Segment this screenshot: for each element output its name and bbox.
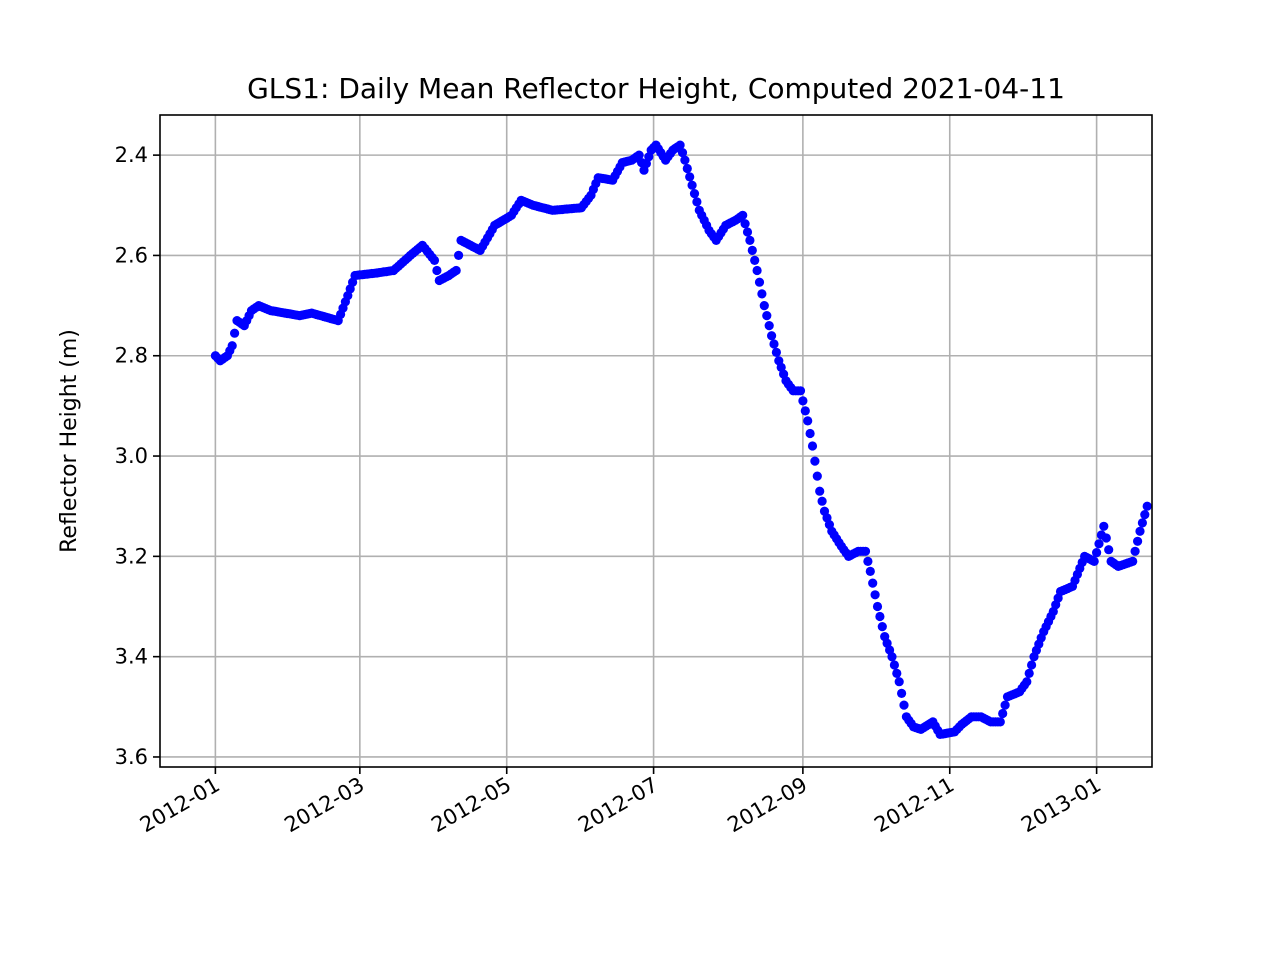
- data-point: [803, 416, 813, 426]
- data-point: [771, 347, 782, 357]
- data-point: [1099, 521, 1109, 531]
- data-point: [745, 235, 755, 245]
- y-tick-label: 2.4: [115, 143, 148, 167]
- data-point: [1000, 700, 1010, 710]
- y-tick-label: 2.8: [115, 344, 148, 368]
- x-axis: 2012-01 2012-03 2012-05 2012-07 2012-09 2012-…: [136, 767, 1105, 837]
- data-points: [210, 140, 1152, 740]
- data-point: [860, 546, 871, 556]
- data-point: [762, 311, 772, 321]
- data-point: [692, 197, 702, 207]
- data-point: [805, 428, 815, 439]
- data-point: [1092, 548, 1102, 558]
- data-point: [889, 660, 900, 670]
- data-point: [894, 677, 904, 687]
- data-point: [899, 700, 909, 710]
- data-point: [227, 341, 237, 351]
- data-point: [877, 622, 887, 632]
- data-point: [872, 601, 883, 612]
- data-point: [1104, 545, 1114, 555]
- data-point: [740, 219, 750, 229]
- data-point: [995, 717, 1005, 727]
- x-tick-label: 2012-01: [136, 773, 224, 838]
- data-point: [1022, 677, 1032, 687]
- data-point: [1094, 539, 1104, 549]
- data-point: [757, 289, 767, 299]
- data-point: [675, 140, 685, 150]
- data-point: [680, 155, 690, 165]
- data-point: [863, 556, 873, 567]
- y-tick-label: 3.0: [115, 444, 148, 468]
- data-point: [815, 486, 825, 496]
- data-point: [1024, 668, 1034, 679]
- data-point: [754, 277, 765, 287]
- x-tick-label: 2013-01: [1017, 773, 1105, 838]
- data-point: [1142, 501, 1152, 511]
- data-point: [454, 250, 464, 260]
- y-tick-label: 3.2: [115, 544, 148, 568]
- data-point: [865, 566, 875, 577]
- y-tick-label: 3.4: [115, 645, 148, 669]
- data-point: [750, 255, 760, 265]
- data-point: [1089, 556, 1099, 567]
- data-point: [759, 301, 769, 311]
- data-point: [1133, 536, 1143, 546]
- data-point: [795, 386, 806, 396]
- y-tick-label: 3.6: [115, 745, 148, 769]
- data-point: [738, 210, 748, 220]
- data-point: [634, 150, 644, 160]
- data-point: [687, 180, 697, 190]
- data-point: [1140, 509, 1150, 520]
- data-point: [1135, 526, 1145, 536]
- data-point: [817, 496, 827, 506]
- x-tick-label: 2012-05: [427, 773, 515, 838]
- data-point: [689, 189, 700, 199]
- data-point: [887, 652, 897, 662]
- x-tick-label: 2012-07: [574, 773, 662, 838]
- chart-title: GLS1: Daily Mean Reflector Height, Compu…: [247, 72, 1065, 105]
- plot-frame: [159, 114, 1153, 768]
- data-point: [685, 172, 695, 182]
- y-tick-label: 2.6: [115, 243, 148, 267]
- data-point: [798, 396, 808, 406]
- data-point: [807, 441, 818, 451]
- data-point: [1128, 556, 1138, 567]
- data-point: [752, 265, 762, 276]
- grid: [160, 115, 1152, 767]
- x-tick-label: 2012-03: [280, 773, 368, 838]
- data-point: [870, 590, 880, 600]
- data-point: [742, 227, 753, 237]
- data-point: [769, 339, 779, 349]
- data-point: [767, 331, 777, 341]
- data-point: [897, 688, 907, 699]
- x-tick-label: 2012-11: [870, 773, 958, 838]
- y-axis: 2.4 2.6 2.8 3.0 3.2 3.4 3.6: [115, 143, 160, 769]
- data-point: [868, 578, 878, 588]
- data-point: [230, 328, 240, 338]
- data-point: [432, 265, 442, 276]
- data-point: [998, 708, 1008, 719]
- data-point: [1137, 518, 1147, 528]
- data-point: [764, 321, 774, 331]
- data-point: [800, 406, 810, 416]
- data-point: [875, 611, 885, 622]
- data-point: [1101, 533, 1111, 543]
- data-point: [451, 265, 461, 276]
- data-point: [892, 668, 902, 679]
- data-point: [747, 245, 757, 255]
- data-point: [810, 456, 820, 466]
- data-point: [429, 255, 440, 265]
- y-axis-label: Reflector Height (m): [57, 329, 82, 553]
- data-point: [1130, 546, 1140, 556]
- data-point: [682, 163, 692, 174]
- data-point: [812, 471, 822, 481]
- x-tick-label: 2012-09: [723, 773, 811, 838]
- data-point: [1027, 660, 1037, 670]
- data-point: [677, 148, 688, 158]
